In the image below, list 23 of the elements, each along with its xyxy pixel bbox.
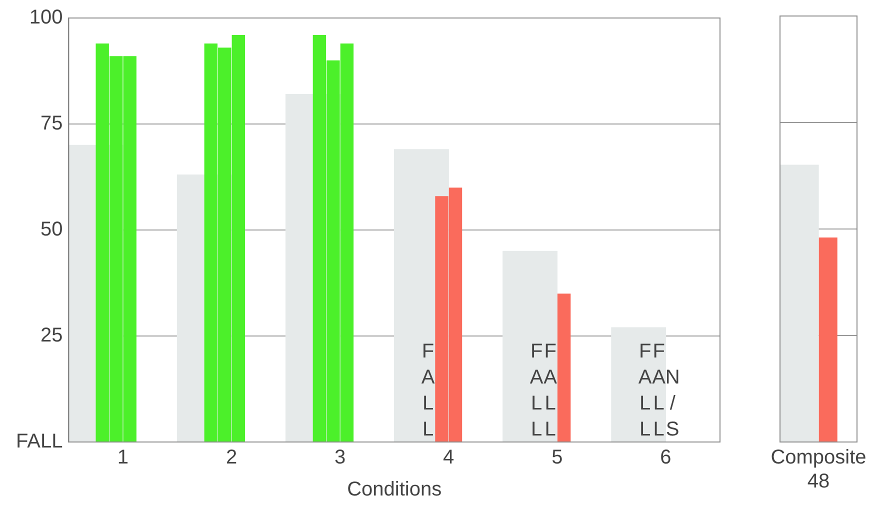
text: FALL <box>544 340 557 441</box>
y-tick-label: 25 <box>40 324 63 347</box>
text: FALL <box>421 340 435 441</box>
text: FALL <box>652 340 666 441</box>
y-tick-label: 100 <box>29 6 63 29</box>
x-tick-label: 3 <box>334 446 346 469</box>
x-axis-title: Conditions <box>347 478 442 501</box>
y-tick-label: 75 <box>40 112 63 135</box>
y-tick-label: 50 <box>40 218 63 241</box>
text: FALL <box>638 340 652 441</box>
bar <box>611 327 666 442</box>
text: FALL <box>530 340 544 441</box>
x-tick-label: Composite <box>770 446 866 469</box>
text: N/S <box>665 366 680 441</box>
x-tick-label: 6 <box>660 446 672 469</box>
bar <box>502 250 558 442</box>
x-tick-label: 5 <box>552 446 563 469</box>
x-tick-label: 1 <box>117 446 129 469</box>
x-tick-label: 2 <box>226 446 238 469</box>
x-tick-label: 4 <box>443 446 454 469</box>
bar <box>557 294 571 442</box>
y-tick-label: FALL <box>16 430 63 453</box>
data-label: 48 <box>807 470 830 493</box>
